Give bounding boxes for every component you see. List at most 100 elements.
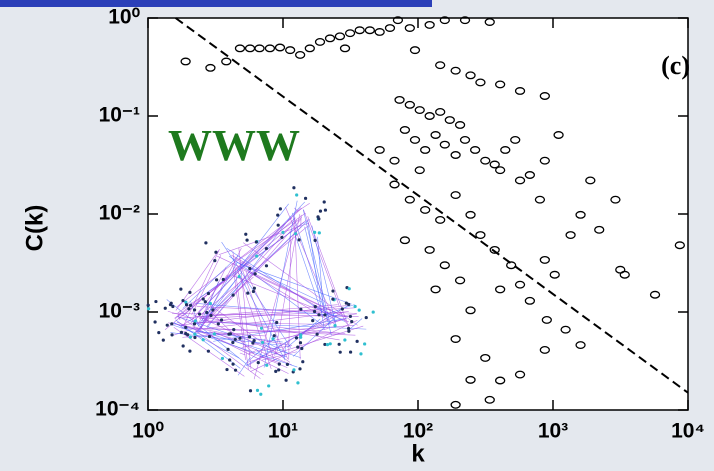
scatter-point (465, 210, 476, 219)
network-edge (245, 271, 289, 360)
network-edge (304, 226, 332, 336)
scatter-point (424, 245, 435, 254)
network-node (281, 230, 285, 234)
network-node (353, 304, 357, 309)
scatter-point (334, 32, 346, 41)
network-node (294, 336, 299, 340)
scatter-point (314, 37, 326, 46)
network-node (276, 223, 280, 227)
scatter-point (539, 255, 550, 264)
network-node (225, 367, 229, 372)
network-node (211, 308, 215, 312)
scatter-point (534, 195, 546, 204)
network-node (295, 193, 299, 197)
network-node (219, 318, 224, 322)
network-node (181, 298, 185, 303)
network-node (338, 350, 342, 354)
scatter-point (459, 16, 471, 25)
network-edge (262, 351, 298, 361)
scatter-point (495, 80, 506, 89)
network-node (212, 332, 217, 336)
scatter-point (489, 245, 500, 254)
fit-line (174, 17, 689, 394)
network-node (181, 344, 185, 348)
scatter-point (389, 180, 400, 189)
network-edge (195, 330, 261, 379)
network-edge (239, 352, 246, 356)
network-node (277, 368, 281, 372)
network-node (197, 312, 202, 316)
network-node (179, 287, 183, 291)
scatter-point (514, 280, 526, 289)
network-node (193, 332, 197, 336)
scatter-point (399, 236, 411, 245)
scatter-point (514, 176, 526, 185)
network-node (293, 232, 298, 236)
network-node (333, 324, 337, 328)
network-node (276, 213, 280, 217)
scatter-point (304, 44, 315, 53)
network-node (252, 286, 256, 290)
scatter-point (450, 191, 461, 200)
scatter-point (469, 146, 481, 154)
network-edge (192, 304, 338, 318)
scatter-point (439, 140, 450, 149)
scatter-point (594, 225, 605, 234)
network-node (170, 322, 174, 326)
scatter-point (450, 151, 461, 159)
network-edge (268, 343, 288, 354)
x-axis-label: k (411, 440, 425, 467)
header-bar (0, 0, 432, 7)
network-edge (248, 365, 264, 376)
scatter-point (399, 126, 411, 134)
y-tick-label: 10⁻¹ (99, 104, 140, 127)
scatter-point (510, 135, 521, 144)
scatter-point (484, 18, 495, 26)
network-node (170, 333, 174, 337)
network-node (331, 297, 335, 301)
network-node (267, 384, 271, 388)
network-node (299, 335, 303, 339)
network-edge (178, 307, 356, 319)
network-node (259, 392, 263, 396)
scatter-point (500, 146, 511, 154)
network-edge (196, 321, 314, 325)
scatter-point (414, 166, 425, 175)
network-node (347, 326, 351, 331)
network-node (359, 352, 363, 356)
scatter-point (295, 50, 306, 59)
network-node (146, 307, 151, 311)
scatter-point (454, 276, 466, 285)
y-tick-label: 10⁻³ (99, 300, 140, 323)
scatter-point (430, 285, 441, 294)
network-node (188, 335, 193, 339)
network-node (248, 266, 252, 271)
network-node (165, 323, 169, 327)
network-node (244, 232, 248, 236)
network-node (296, 345, 300, 349)
network-edge (294, 207, 298, 212)
network-edge (236, 266, 272, 369)
network-edge (285, 206, 336, 324)
scatter-point (221, 57, 232, 66)
network-node (171, 304, 175, 309)
network-node (188, 290, 192, 294)
scatter-point (420, 205, 431, 214)
network-node (206, 291, 211, 296)
network-node (363, 342, 367, 346)
network-edge (191, 255, 222, 316)
network-node (205, 310, 209, 315)
scatter-point (450, 335, 461, 343)
network-node (245, 238, 249, 242)
network-edge (195, 330, 283, 343)
network-node (315, 332, 319, 336)
network-node (193, 319, 197, 323)
network-node (260, 340, 265, 345)
network-node (193, 335, 197, 340)
scatter-point (344, 29, 356, 38)
network-node (278, 207, 282, 211)
network-node (274, 369, 278, 373)
network-node (203, 300, 207, 304)
network-edge (199, 279, 237, 323)
